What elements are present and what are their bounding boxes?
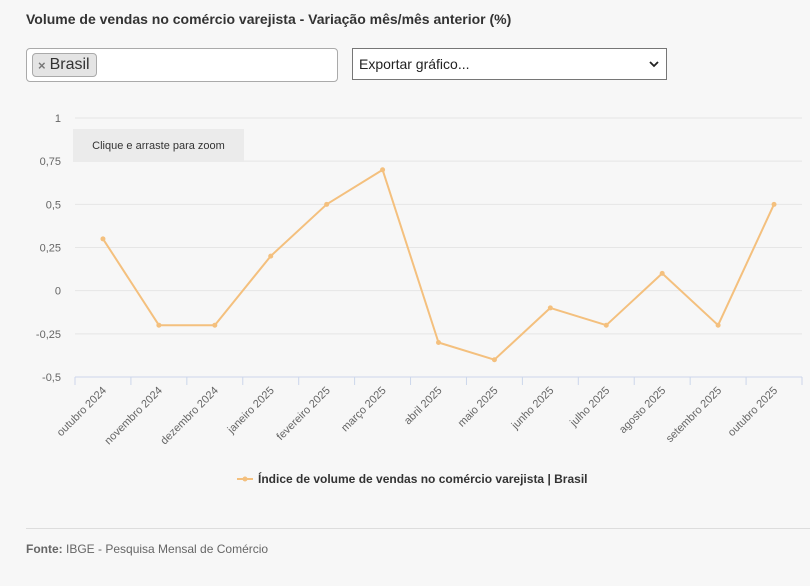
x-tick-label: março 2025 — [339, 385, 389, 435]
data-point — [771, 201, 777, 207]
x-tick-label: julho 2025 — [567, 385, 612, 430]
filter-tag-brasil[interactable]: × Brasil — [32, 53, 97, 77]
x-tick-label: outubro 2024 — [55, 385, 109, 439]
x-tick-label: setembro 2025 — [664, 385, 724, 445]
filter-tag-label: Brasil — [49, 56, 90, 73]
data-point — [380, 167, 386, 173]
chart-title: Volume de vendas no comércio varejista -… — [26, 11, 512, 27]
y-tick-label: 0,5 — [46, 199, 61, 211]
y-tick-label: 0 — [55, 286, 61, 298]
data-point — [324, 201, 330, 207]
source-label: Fonte: — [26, 542, 63, 556]
x-tick-label: janeiro 2025 — [225, 385, 277, 437]
x-tick-label: junho 2025 — [509, 385, 557, 433]
y-tick-label: 1 — [55, 113, 61, 125]
data-point — [212, 322, 218, 328]
data-point — [100, 236, 106, 242]
source-text: IBGE - Pesquisa Mensal de Comércio — [66, 542, 269, 556]
x-tick-label: fevereiro 2025 — [275, 385, 333, 443]
location-filter-input[interactable]: × Brasil — [26, 48, 338, 82]
chevron-down-icon — [649, 61, 659, 68]
data-point — [603, 322, 609, 328]
x-tick-label: outubro 2025 — [726, 385, 780, 439]
data-point — [268, 253, 274, 259]
y-tick-label: -0,25 — [36, 329, 61, 341]
footer-divider — [26, 528, 810, 529]
y-tick-label: 0,25 — [40, 243, 61, 255]
x-tick-label: maio 2025 — [456, 385, 501, 430]
data-point — [547, 305, 553, 311]
x-tick-label: dezembro 2024 — [158, 385, 221, 448]
x-tick-label: abril 2025 — [402, 385, 445, 428]
series-line — [102, 168, 775, 361]
legend-item-label[interactable]: Índice de volume de vendas no comércio v… — [258, 471, 587, 486]
y-tick-label: -0,5 — [42, 372, 61, 384]
data-point — [659, 270, 665, 276]
data-point — [156, 322, 162, 328]
data-point — [436, 339, 441, 345]
data-point — [491, 357, 497, 363]
zoom-hint-tooltip: Clique e arraste para zoom — [73, 129, 244, 162]
x-tick-label: novembro 2024 — [102, 385, 165, 448]
source-note: Fonte: IBGE - Pesquisa Mensal de Comérci… — [26, 542, 268, 556]
y-tick-label: 0,75 — [40, 156, 61, 168]
x-tick-label: agosto 2025 — [617, 385, 668, 436]
data-point — [715, 322, 721, 328]
export-select-label: Exportar gráfico... — [359, 56, 470, 72]
remove-tag-icon[interactable]: × — [38, 57, 46, 73]
export-chart-select[interactable]: Exportar gráfico... — [352, 48, 667, 80]
legend-marker-icon — [242, 476, 248, 482]
